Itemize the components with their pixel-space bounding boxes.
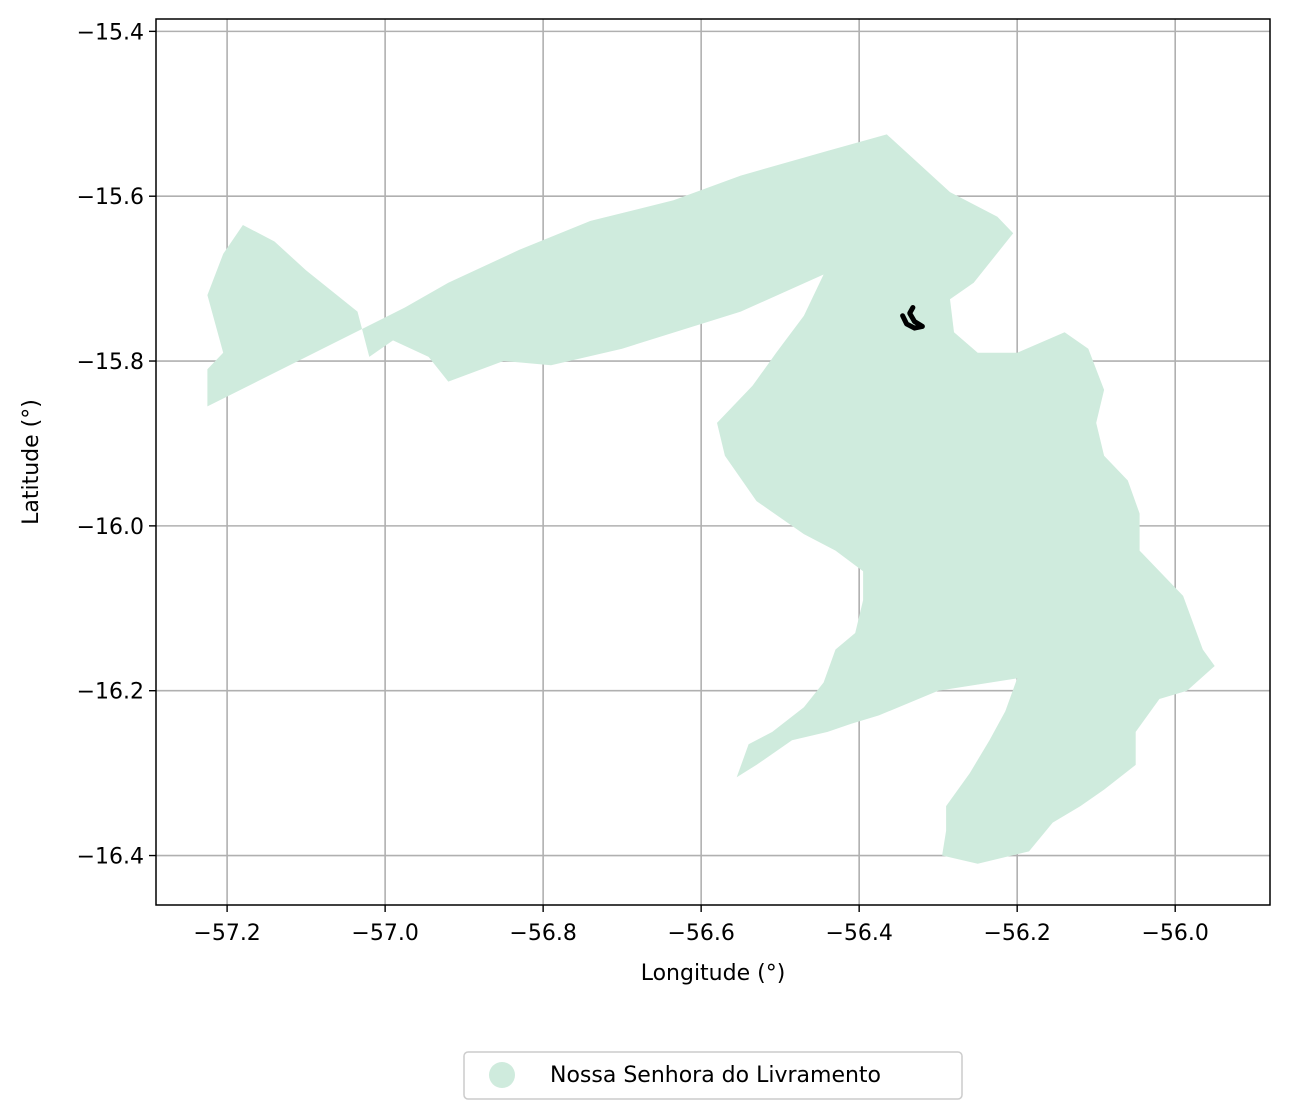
highlight-path	[900, 305, 925, 331]
x-tick-label: −57.2	[193, 921, 260, 946]
plot-frame	[155, 18, 1271, 906]
region-layer	[207, 134, 1215, 864]
legend-label: Nossa Senhora do Livramento	[550, 1063, 881, 1088]
x-tick-label: −56.6	[667, 921, 734, 946]
y-ticks: −15.4 −15.6 −15.8 −16.0 −16.2 −16.4	[77, 20, 156, 870]
x-tick-label: −56.2	[983, 921, 1050, 946]
x-tick-label: −56.0	[1141, 921, 1208, 946]
x-tick-label: −56.8	[509, 921, 576, 946]
y-tick-label: −16.4	[77, 845, 144, 870]
x-ticks: −57.2 −57.0 −56.8 −56.6 −56.4 −56.2 −56.0	[193, 905, 1209, 946]
x-tick-label: −57.0	[351, 921, 418, 946]
legend-swatch	[489, 1062, 515, 1088]
y-tick-label: −16.2	[77, 680, 144, 705]
y-tick-label: −16.0	[77, 515, 144, 540]
legend-frame	[463, 1051, 963, 1100]
y-tick-label: −15.6	[77, 185, 144, 210]
region-nossa-senhora-do-livramento	[207, 134, 1215, 864]
x-tick-label: −56.4	[825, 921, 892, 946]
highlight-layer	[900, 305, 925, 331]
legend: Nossa Senhora do Livramento	[463, 1051, 963, 1100]
y-tick-label: −15.4	[77, 20, 144, 45]
y-tick-label: −15.8	[77, 350, 144, 375]
x-axis-label: Longitude (°)	[641, 961, 786, 986]
y-axis-label: Latitude (°)	[19, 399, 44, 525]
